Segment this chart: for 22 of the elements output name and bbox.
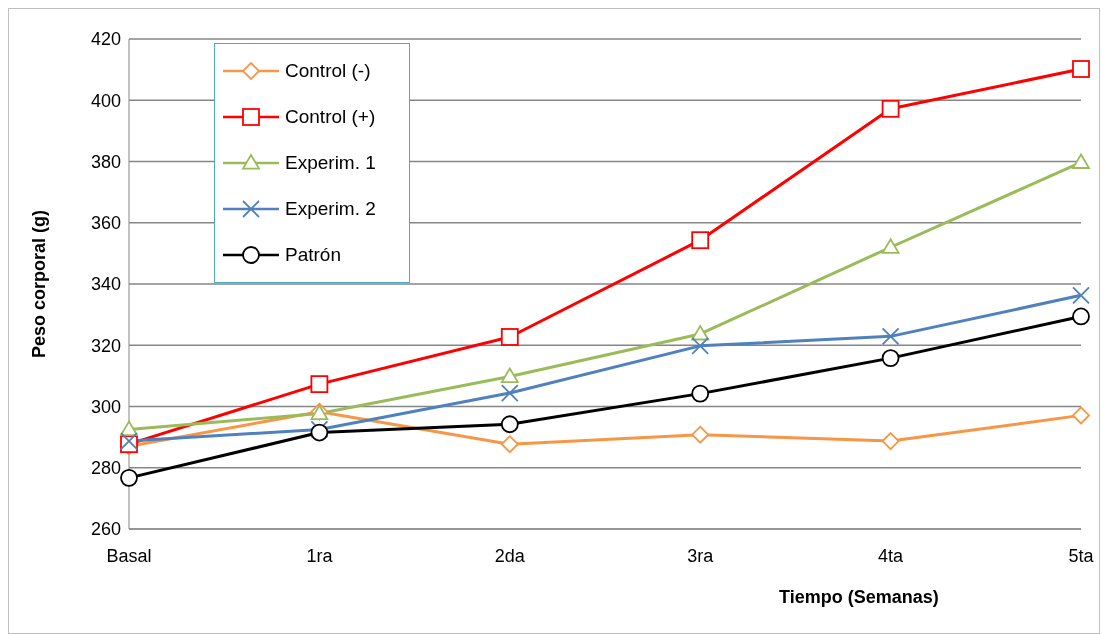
x-tick-label: 4ta (878, 545, 905, 566)
x-tick-label: 1ra (306, 545, 334, 566)
y-tick-label: 400 (90, 90, 121, 111)
x-tick-label: Basal (106, 545, 152, 566)
x-axis-title: Tiempo (Semanas) (779, 587, 939, 608)
x-tick-label: 3ra (687, 545, 715, 566)
legend-label: Experim. 2 (285, 198, 376, 220)
legend-label: Patrón (285, 244, 341, 266)
y-tick-label: 320 (90, 335, 121, 356)
y-tick-label: 420 (90, 29, 121, 50)
legend-label: Experim. 1 (285, 152, 376, 174)
y-tick-label: 280 (90, 458, 121, 479)
y-tick-label: 260 (90, 519, 121, 540)
y-tick-label: 360 (90, 213, 121, 234)
x-tick-label: 2da (494, 545, 526, 566)
y-tick-label: 340 (90, 274, 121, 295)
y-axis-title: Peso corporal (g) (29, 209, 50, 359)
legend-label: Control (+) (285, 106, 376, 128)
y-tick-label: 380 (90, 151, 121, 172)
y-tick-label: 300 (90, 396, 121, 417)
legend-label: Control (-) (285, 60, 371, 82)
x-tick-label: 5ta (1068, 545, 1095, 566)
